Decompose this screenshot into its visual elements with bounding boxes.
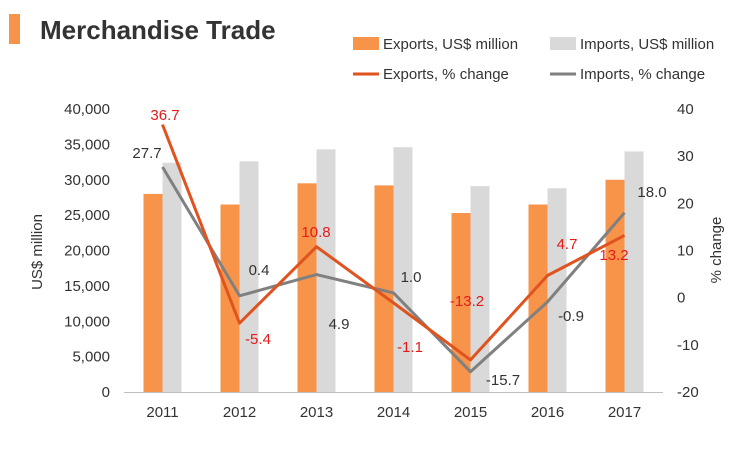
x-tick-label: 2013 <box>300 404 333 421</box>
imports-bar <box>393 147 413 392</box>
imports-bar <box>239 161 259 392</box>
x-tick-label: 2017 <box>608 404 641 421</box>
left-tick-label: 15,000 <box>64 278 110 295</box>
imports-change-label: -0.9 <box>558 308 584 325</box>
left-tick-label: 30,000 <box>64 172 110 189</box>
legend-exports-bar: Exports, US$ million <box>353 36 518 53</box>
exports-change-label: 36.7 <box>150 107 179 124</box>
exports-change-label: -5.4 <box>245 331 271 348</box>
right-axis-title: % change <box>708 217 725 284</box>
imports-bar <box>162 162 182 392</box>
legend-label: Exports, % change <box>383 66 509 83</box>
x-axis: 2011 2012 2013 2014 2015 2016 2017 <box>124 392 663 421</box>
right-tick-label: -20 <box>677 384 699 401</box>
title-accent-bar <box>9 14 20 44</box>
exports-change-label: -1.1 <box>397 339 423 356</box>
left-tick-label: 35,000 <box>64 136 110 153</box>
exports-bar <box>374 185 394 392</box>
exports-bar <box>528 204 548 392</box>
exports-change-line <box>161 124 626 362</box>
imports-change-label: 1.0 <box>401 269 422 286</box>
bars <box>143 147 644 392</box>
legend-label: Imports, US$ million <box>580 36 714 53</box>
imports-change-label: -15.7 <box>486 372 520 389</box>
imports-change-line <box>161 166 626 374</box>
exports-bar <box>143 193 163 392</box>
legend-swatch <box>353 37 379 50</box>
legend-label: Exports, US$ million <box>383 36 518 53</box>
imports-change-label: 27.7 <box>132 145 161 162</box>
exports-change-label: 13.2 <box>599 247 628 264</box>
imports-change-label: 0.4 <box>249 262 270 279</box>
legend: Exports, US$ million Imports, US$ million… <box>353 36 714 83</box>
exports-bar <box>605 179 625 392</box>
x-tick-label: 2016 <box>531 404 564 421</box>
left-tick-label: 25,000 <box>64 207 110 224</box>
exports-bar <box>451 213 471 392</box>
x-tick-label: 2011 <box>146 404 178 421</box>
right-tick-label: 30 <box>677 148 694 165</box>
right-tick-label: -10 <box>677 337 699 354</box>
right-tick-label: 20 <box>677 195 694 212</box>
imports-bar <box>624 151 644 392</box>
imports-bar <box>470 186 490 392</box>
imports-change-label: 4.9 <box>329 316 350 333</box>
left-axis-title: US$ million <box>29 214 46 290</box>
left-tick-label: 10,000 <box>64 313 110 330</box>
legend-exports-line: Exports, % change <box>353 66 509 83</box>
x-tick-label: 2014 <box>377 404 410 421</box>
right-axis: -20 -10 0 10 20 30 40 <box>677 101 699 401</box>
legend-swatch <box>550 37 576 50</box>
legend-label: Imports, % change <box>580 66 705 83</box>
left-tick-label: 40,000 <box>64 101 110 118</box>
legend-imports-bar: Imports, US$ million <box>550 36 714 53</box>
imports-change-label: 18.0 <box>637 184 666 201</box>
x-tick-label: 2012 <box>223 404 256 421</box>
right-tick-label: 10 <box>677 243 694 260</box>
data-labels: 36.7 -5.4 10.8 -1.1 -13.2 4.7 13.2 27.7 0.4 4.9 1.… <box>132 107 666 389</box>
exports-change-label: 10.8 <box>301 224 330 241</box>
left-tick-label: 20,000 <box>64 243 110 260</box>
chart-title: Merchandise Trade <box>40 15 276 45</box>
left-tick-label: 5,000 <box>72 349 110 366</box>
right-tick-label: 0 <box>677 290 685 307</box>
exports-change-label: -13.2 <box>450 293 484 310</box>
exports-change-label: 4.7 <box>557 236 578 253</box>
exports-bar <box>297 183 317 392</box>
imports-bar <box>316 149 336 392</box>
lines <box>161 124 626 374</box>
left-axis: 0 5,000 10,000 15,000 20,000 25,000 30,000 35,0… <box>64 101 110 401</box>
left-tick-label: 0 <box>102 384 110 401</box>
right-tick-label: 40 <box>677 101 694 118</box>
x-tick-label: 2015 <box>454 404 487 421</box>
legend-imports-line: Imports, % change <box>550 66 705 83</box>
